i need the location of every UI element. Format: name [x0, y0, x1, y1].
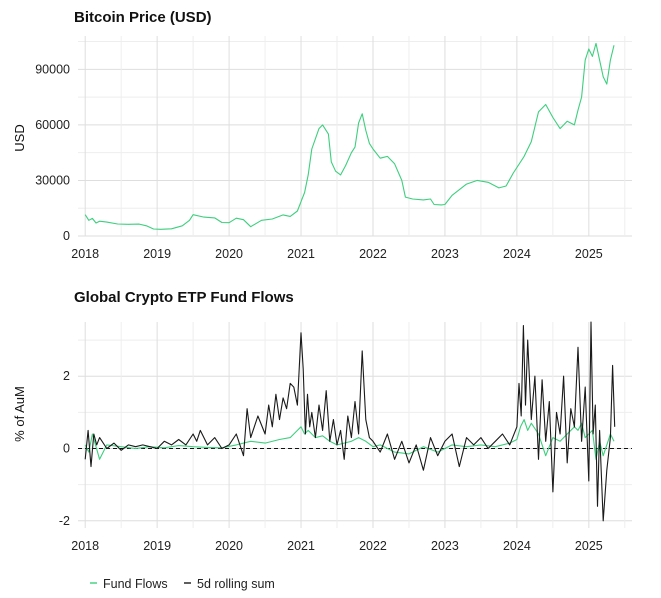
price-y-tick-label: 60000 — [35, 118, 70, 132]
flows-x-tick-label: 2022 — [359, 539, 387, 553]
flows-line-5d-rolling-sum — [84, 321, 616, 522]
price-y-tick-labels: 0 30000 60000 90000 — [35, 62, 70, 243]
price-y-tick-label: 0 — [63, 229, 70, 243]
price-series — [84, 42, 615, 230]
flows-x-tick-label: 2020 — [215, 539, 243, 553]
flows-y-axis-label: % of AuM — [12, 386, 27, 442]
flows-x-tick-label: 2024 — [503, 539, 531, 553]
price-panel: Bitcoin Price (USD) USD 0 30000 60000 90000… — [12, 9, 632, 261]
flows-line-fund-flows — [84, 419, 615, 460]
price-gridlines — [78, 36, 632, 237]
flows-x-tick-label: 2023 — [431, 539, 459, 553]
flows-gridlines — [78, 322, 632, 528]
price-y-axis-label: USD — [12, 124, 27, 151]
price-y-tick-label: 90000 — [35, 62, 70, 76]
flows-panel: Global Crypto ETP Fund Flows % of AuM -2… — [12, 289, 632, 553]
price-x-tick-labels: 2018 2019 2020 2021 2022 2023 2024 2025 — [71, 247, 602, 261]
price-y-tick-label: 30000 — [35, 173, 70, 187]
price-x-tick-label: 2024 — [503, 247, 531, 261]
price-x-tick-label: 2025 — [575, 247, 603, 261]
flows-y-tick-labels: -2 0 2 — [59, 369, 70, 528]
price-x-tick-label: 2018 — [71, 247, 99, 261]
flows-chart-title: Global Crypto ETP Fund Flows — [74, 289, 294, 306]
legend-label-fund-flows: Fund Flows — [103, 577, 168, 591]
price-x-tick-label: 2019 — [143, 247, 171, 261]
flows-y-tick-label: 2 — [63, 369, 70, 383]
legend-label-5d-rolling-sum: 5d rolling sum — [197, 577, 275, 591]
flows-y-tick-label: -2 — [59, 514, 70, 528]
flows-x-tick-label: 2025 — [575, 539, 603, 553]
flows-y-tick-label: 0 — [63, 441, 70, 455]
price-x-tick-label: 2020 — [215, 247, 243, 261]
flows-x-tick-label: 2019 — [143, 539, 171, 553]
flows-x-tick-label: 2018 — [71, 539, 99, 553]
flows-series — [84, 321, 616, 522]
price-x-tick-label: 2022 — [359, 247, 387, 261]
flows-x-tick-labels: 2018 2019 2020 2021 2022 2023 2024 2025 — [71, 539, 602, 553]
price-x-tick-label: 2023 — [431, 247, 459, 261]
price-chart-title: Bitcoin Price (USD) — [74, 9, 212, 26]
legend: Fund Flows 5d rolling sum — [90, 577, 275, 591]
flows-x-tick-label: 2021 — [287, 539, 315, 553]
price-line-bitcoin-price — [84, 42, 615, 230]
price-x-tick-label: 2021 — [287, 247, 315, 261]
